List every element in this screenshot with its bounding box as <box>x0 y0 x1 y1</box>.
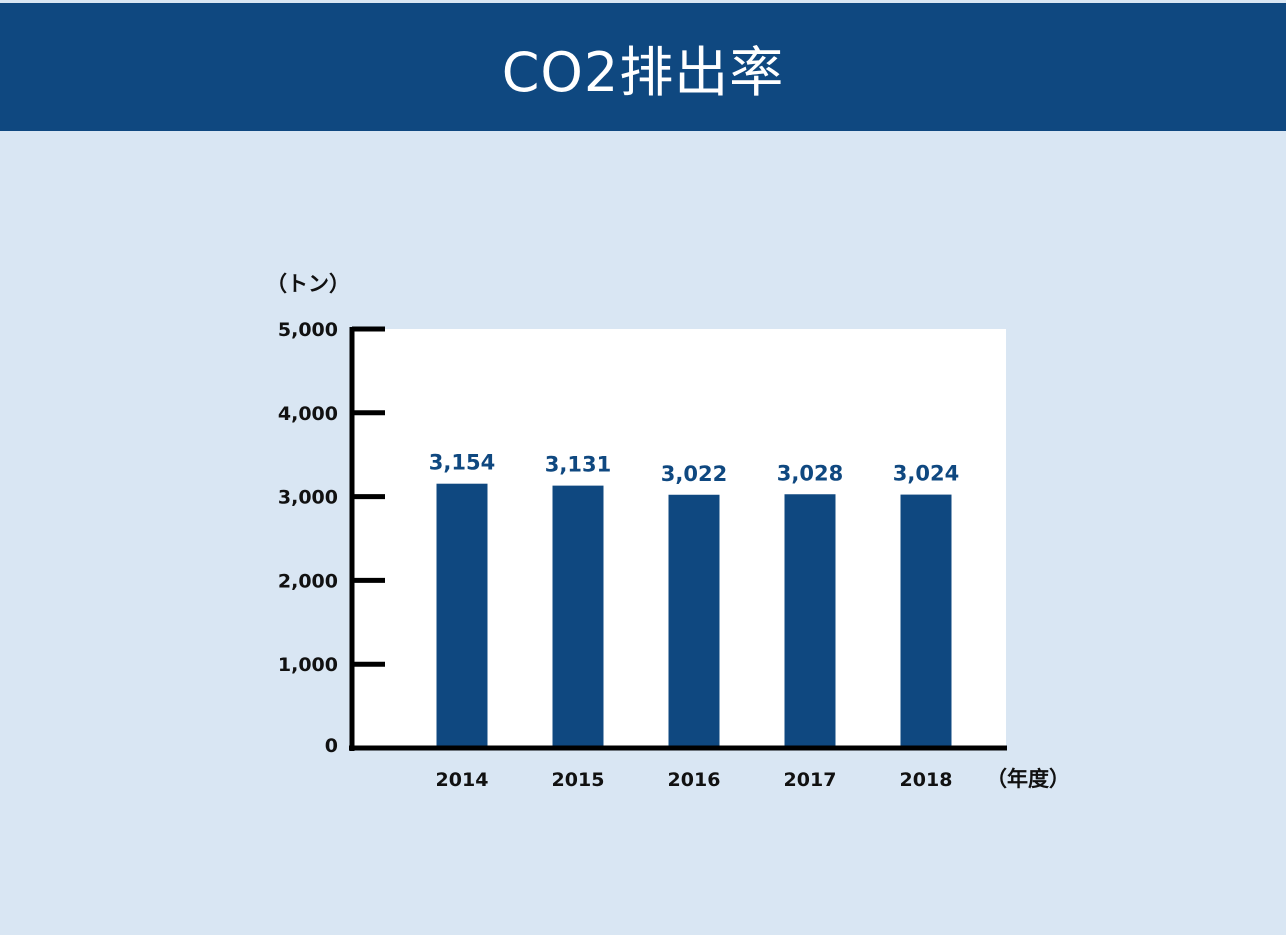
data-label: 3,131 <box>545 453 611 477</box>
x-tick-label: 2017 <box>784 769 837 791</box>
data-label: 3,024 <box>893 462 959 486</box>
y-axis-unit-label: （トン） <box>266 272 350 296</box>
y-tick-label: 1,000 <box>278 654 338 676</box>
title-banner: CO2排出率 <box>0 3 1286 131</box>
page-title: CO2排出率 <box>501 40 785 104</box>
bar-group: 3,154 2014 3,131 2015 3,022 2016 3,028 2017 3,02… <box>429 451 959 791</box>
data-label: 3,154 <box>429 451 495 475</box>
data-label: 3,028 <box>777 461 843 485</box>
x-tick-label: 2016 <box>668 769 721 791</box>
x-tick-label: 2014 <box>436 769 489 791</box>
y-tick-label: 0 <box>325 735 338 757</box>
bar <box>900 494 952 748</box>
y-tick-label: 4,000 <box>278 403 338 425</box>
y-axis-ticks: 0 1,000 2,000 3,000 4,000 5,000 <box>278 319 385 757</box>
x-tick-label: 2015 <box>552 769 605 791</box>
bar <box>668 494 720 748</box>
x-tick-label: 2018 <box>900 769 953 791</box>
x-axis-unit-label: （年度） <box>986 767 1070 791</box>
y-tick-label: 5,000 <box>278 319 338 341</box>
bar <box>784 494 836 748</box>
bar <box>436 483 488 748</box>
bar <box>552 485 604 748</box>
data-label: 3,022 <box>661 462 727 486</box>
y-tick-label: 3,000 <box>278 487 338 509</box>
y-tick-label: 2,000 <box>278 570 338 592</box>
